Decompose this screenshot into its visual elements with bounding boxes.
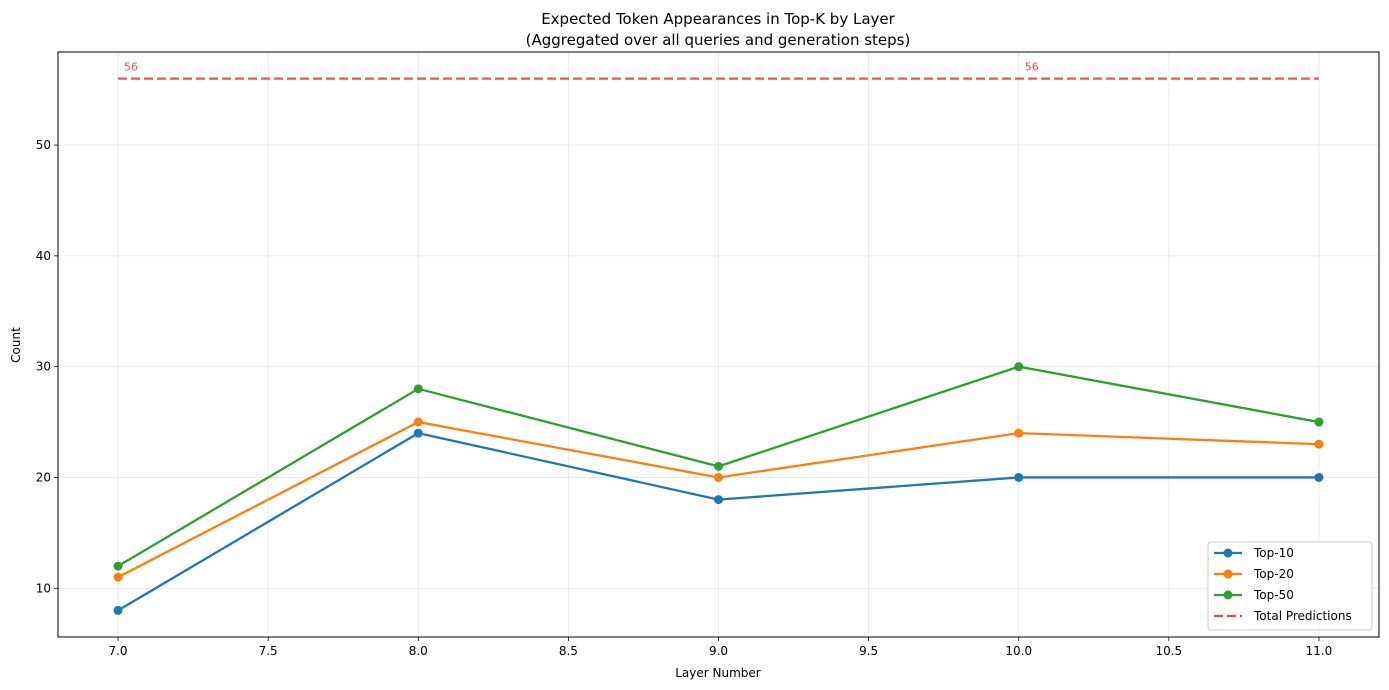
legend-label-total-predictions: Total Predictions bbox=[1253, 609, 1352, 623]
data-point-top-50 bbox=[1014, 362, 1024, 372]
legend-label-top-10: Top-10 bbox=[1253, 546, 1294, 560]
x-tick-label: 8.0 bbox=[409, 644, 428, 658]
annotation-label: 56 bbox=[124, 61, 138, 74]
x-tick-label: 11.0 bbox=[1306, 644, 1333, 658]
x-tick-label: 8.5 bbox=[559, 644, 578, 658]
legend: Top-10 Top-20 Top-50 Total Predictions bbox=[1207, 541, 1373, 631]
data-point-top-20 bbox=[1014, 428, 1024, 438]
y-tick-label: 10 bbox=[36, 581, 51, 595]
x-tick-label: 10.5 bbox=[1155, 644, 1182, 658]
x-tick-label: 7.0 bbox=[108, 644, 127, 658]
x-tick-label: 10.0 bbox=[1005, 644, 1032, 658]
y-tick-label: 20 bbox=[36, 470, 51, 484]
data-point-top-20 bbox=[714, 472, 723, 482]
legend-box bbox=[1207, 541, 1373, 631]
chart-title: Expected Token Appearances in Top-K by L… bbox=[541, 10, 895, 28]
x-tick-label: 9.5 bbox=[859, 644, 878, 658]
y-tick-label: 40 bbox=[36, 249, 51, 263]
annotations: 56 56 bbox=[124, 61, 1039, 74]
x-axis-ticks: 7.0 7.5 8.0 8.5 9.0 9.5 10.0 10.5 11.0 bbox=[108, 637, 1332, 658]
data-point-top-50 bbox=[714, 461, 723, 471]
data-point-top-50 bbox=[113, 561, 123, 571]
x-tick-label: 7.5 bbox=[259, 644, 278, 658]
x-tick-label: 9.0 bbox=[709, 644, 728, 658]
y-axis-ticks: 10 20 30 40 50 bbox=[36, 138, 58, 595]
data-point-top-10 bbox=[113, 605, 123, 615]
legend-label-top-50: Top-50 bbox=[1253, 588, 1294, 602]
legend-marker-top-50 bbox=[1223, 590, 1233, 600]
y-tick-label: 50 bbox=[36, 138, 51, 152]
legend-marker-top-20 bbox=[1223, 569, 1233, 579]
annotation-label: 56 bbox=[1025, 61, 1039, 74]
legend-label-top-20: Top-20 bbox=[1253, 567, 1294, 581]
y-tick-label: 30 bbox=[36, 360, 51, 374]
data-point-top-10 bbox=[413, 428, 423, 438]
data-point-top-20 bbox=[1314, 439, 1324, 449]
chart-subtitle: (Aggregated over all queries and generat… bbox=[526, 31, 911, 49]
data-point-top-20 bbox=[413, 417, 423, 427]
data-point-top-50 bbox=[1314, 417, 1324, 427]
grid bbox=[58, 52, 1379, 637]
data-point-top-10 bbox=[714, 495, 723, 505]
data-point-top-50 bbox=[413, 384, 423, 394]
legend-marker-top-10 bbox=[1223, 548, 1233, 558]
data-point-top-10 bbox=[1014, 472, 1024, 482]
series-layer bbox=[113, 77, 1324, 615]
data-point-top-20 bbox=[113, 572, 123, 582]
data-point-top-10 bbox=[1314, 472, 1324, 482]
x-axis-label: Layer Number bbox=[675, 666, 761, 680]
y-axis-label: Count bbox=[9, 327, 23, 363]
